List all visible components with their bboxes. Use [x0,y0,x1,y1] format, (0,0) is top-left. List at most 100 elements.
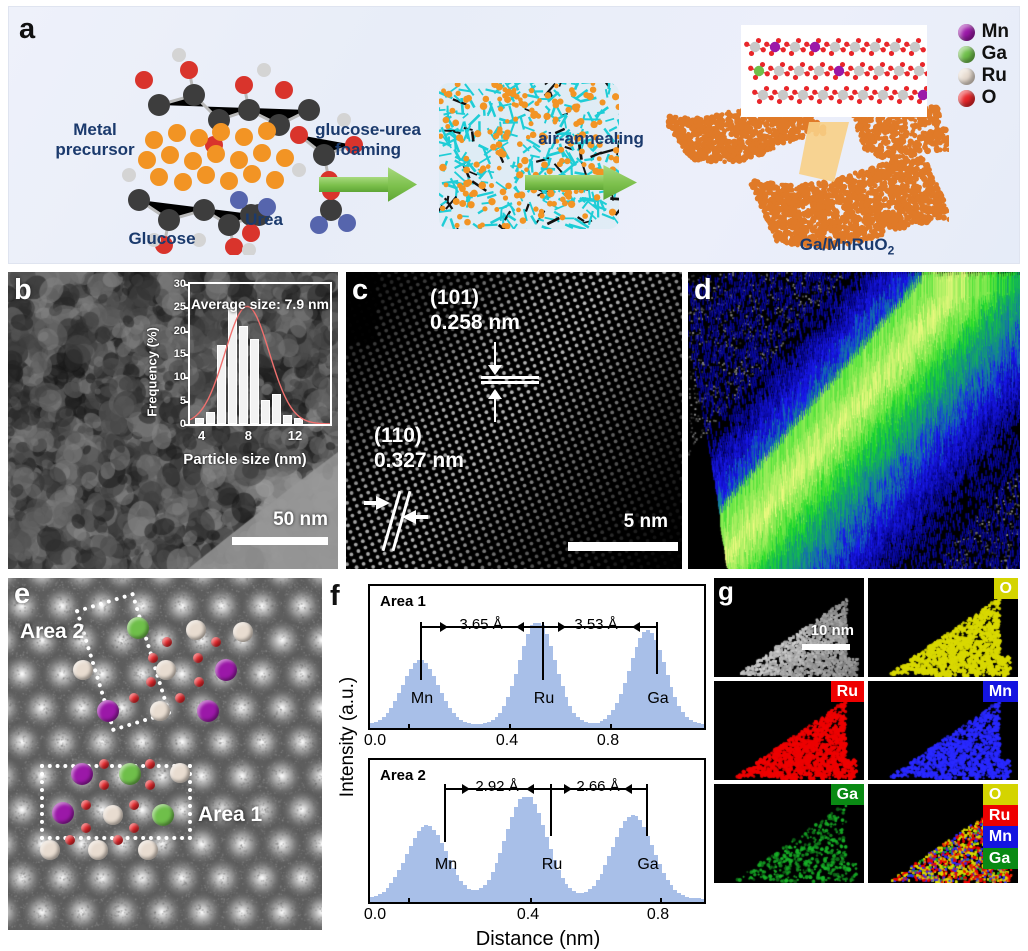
legend-label-ga: Ga [982,43,1007,65]
atom-marker-o [193,653,203,663]
foaming-step-label: glucose-urea foaming [307,120,429,159]
atom-marker-ga [152,804,174,826]
area-1-profile-chart: Area 1 3.65 Å 3.53 Å Mn Ru Ga [368,584,706,730]
eds-badge-ga: Ga [831,784,864,805]
area-1-d2-value: 3.53 Å [574,616,617,633]
area-2-d1-value: 2.92 Å [475,778,518,795]
area-1-d2-arrow-left-icon [632,622,640,632]
atom-marker-ru [156,660,176,680]
atom-marker-o [65,835,75,845]
atom-marker-o [129,800,139,810]
crystal-structure-inset [741,25,927,117]
overlay-badge-mn: Mn [983,826,1018,847]
atom-marker-ru [170,763,190,783]
profile-bar [701,899,704,902]
plane-101-annotation: (101) 0.258 nm [430,286,520,336]
atom-marker-ga [119,763,141,785]
panel-f-x-axis-label: Distance (nm) [476,928,600,951]
atom-marker-o [145,759,155,769]
atom-marker-o [194,677,204,687]
area-1-ru-marker [542,622,544,680]
area-1-label: Area 1 [198,803,262,827]
atom-marker-ru [103,805,123,825]
area-1-peak-label-ga: Ga [647,690,668,708]
eds-badge-mn: Mn [983,681,1018,702]
panel-c-label: c [352,276,368,305]
area-2-xtick-0: 0.0 [364,906,386,924]
panel-a-legend: Mn Ga Ru O [958,21,1009,109]
eds-tile-mn: Mn [868,681,1018,780]
area-1-d1-arrow-right-icon [440,622,448,632]
area-1-chart-title: Area 1 [380,593,426,610]
atom-marker-mn [215,659,237,681]
eds-tile-o: O [868,578,1018,677]
panel-f-intensity-profiles: f Intensity (a.u.) Area 1 3.65 Å 3.53 Å … [330,578,708,930]
panel-b-scalebar [232,537,328,545]
eds-tile-ga: Ga [714,784,864,883]
legend-item-o: O [958,87,1009,109]
panel-g-label: g [718,578,734,604]
area-1-xtick-2: 0.8 [597,732,619,750]
plane-101-index: (101) [430,286,520,311]
plane-110-annotation: (110) 0.327 nm [374,424,464,474]
area-2-xtick-1: 0.4 [517,906,539,924]
legend-item-ru: Ru [958,65,1009,87]
area-2-d1-arrow-right-icon [462,784,470,794]
annealing-arrow-icon [525,165,637,200]
area-2-d2-arrow-left-icon [624,784,632,794]
atom-marker-ru [186,620,206,640]
product-label: Ga/MnRuO2 [767,235,927,258]
panel-c-hrtem-image: c (101) 0.258 nm (110) 0.327 nm 5 nm [346,272,682,569]
panel-f-y-axis-label: Intensity (a.u.) [337,657,359,817]
overlay-badge-ru: Ru [983,805,1018,826]
d101-arrow-up-icon [488,389,502,399]
glucose-label: Glucose [117,229,207,249]
area-2-xtick-2: 0.8 [647,906,669,924]
atom-marker-o [211,637,221,647]
panel-c-scalebar-text: 5 nm [624,511,668,533]
ru-color-swatch [958,68,975,85]
panel-c-scalebar [568,542,678,551]
panel-b-scalebar-text: 50 nm [273,509,328,531]
area-2-peak-label-ru: Ru [542,856,562,874]
legend-item-ga: Ga [958,43,1009,65]
area-1-xtick-1: 0.4 [496,732,518,750]
atom-marker-mn [71,763,93,785]
atom-marker-o [175,693,185,703]
panel-e-label: e [14,580,30,609]
area-2-profile-chart: Area 2 2.92 Å 2.66 Å Mn Ru Ga [368,758,706,904]
ga-color-swatch [958,46,975,63]
panel-g-scalebar [802,644,850,650]
air-annealing-label: air-annealing [521,129,661,149]
atom-marker-mn [97,700,119,722]
eds-tile-ru: Ru [714,681,864,780]
d101-arrow-shaft-bottom [494,398,496,422]
atom-marker-o [145,780,155,790]
d101-arrow-down-icon [488,365,502,375]
panel-d-intensity-map: d [688,272,1020,569]
histogram-y-axis-label: Frequency (%) [145,327,160,417]
area-1-ga-marker [656,622,658,674]
area-1-d1-arrow-left-icon [516,622,524,632]
area-2-ru-marker [550,784,552,836]
panel-f-label: f [330,582,340,611]
area-2-chart-title: Area 2 [380,767,426,784]
panel-a-label: a [19,15,35,44]
atom-marker-mn [197,700,219,722]
d110-arrow-right-icon [364,496,390,510]
legend-label-mn: Mn [982,21,1009,43]
overlay-badge-o: O [983,784,1018,805]
area-2-d1-arrow-left-icon [526,784,534,794]
area-2-d2-arrow-right-icon [564,784,572,794]
area-1-peak-label-ru: Ru [534,690,554,708]
area-2-peak-label-mn: Mn [435,856,457,874]
area-1-peak-label-mn: Mn [411,690,433,708]
panel-b-label: b [14,276,32,305]
atom-marker-o [129,693,139,703]
panel-d-label: d [694,276,712,305]
atom-marker-ru [233,622,253,642]
plane-110-spacing: 0.327 nm [374,449,464,474]
panel-a-schematic: a [8,6,1020,264]
area-2-d2-value: 2.66 Å [576,778,619,795]
area-1-xtick-0: 0.0 [364,732,386,750]
